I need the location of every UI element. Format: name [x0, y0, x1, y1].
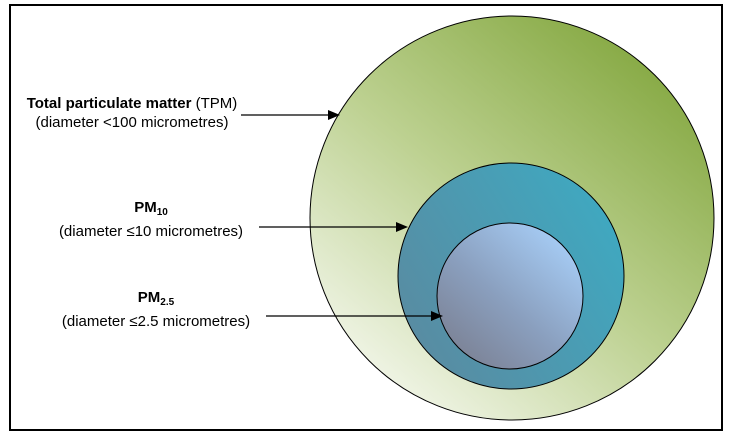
pm10-label: PM10 (diameter ≤10 micrometres)	[50, 198, 252, 241]
tpm-label: Total particulate matter (TPM) (diameter…	[18, 94, 246, 132]
tpm-arrow	[241, 110, 340, 120]
pm25-prefix: PM	[137, 289, 161, 306]
pm10-arrow	[259, 222, 408, 232]
pm10-prefix: PM	[134, 199, 157, 216]
pm25-subscript: 2.5	[160, 297, 175, 308]
tpm-name: Total particulate matter	[26, 95, 192, 112]
pm10-range: (diameter ≤10 micrometres)	[58, 223, 244, 240]
pm25-arrow	[266, 311, 443, 321]
pm25-range: (diameter ≤2.5 micrometres)	[61, 313, 251, 330]
pm25-label: PM2.5 (diameter ≤2.5 micrometres)	[52, 288, 260, 331]
pm10-subscript: 10	[156, 207, 168, 218]
tpm-range: (diameter <100 micrometres)	[35, 114, 229, 131]
pm25-circle	[436, 222, 584, 370]
tpm-abbr: (TPM)	[195, 95, 238, 112]
